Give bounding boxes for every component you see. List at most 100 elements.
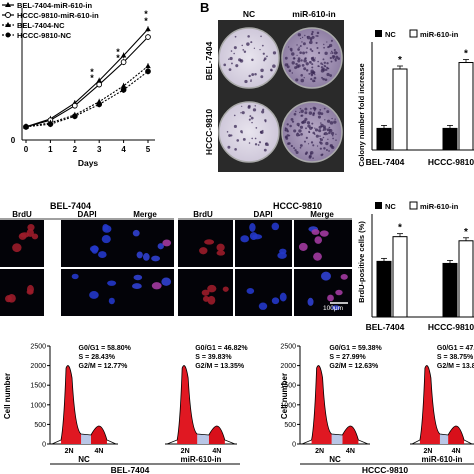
colony-dot <box>300 114 304 117</box>
cell-nucleus <box>151 255 161 262</box>
bar <box>442 127 458 151</box>
histogram-label: miR-610-in <box>422 455 463 464</box>
cell-nucleus <box>201 289 210 296</box>
significance-star: * <box>464 227 468 238</box>
colony-dot <box>323 61 327 64</box>
colony-dot <box>329 121 334 125</box>
colony-dot <box>286 65 290 69</box>
colony-dot <box>323 46 325 49</box>
colony-dot <box>260 68 264 73</box>
cell-nucleus <box>204 239 215 245</box>
y-tick-label: 500 <box>284 422 296 429</box>
colony-dot <box>304 34 306 37</box>
colony-dot <box>295 110 297 113</box>
colony-dot <box>296 65 300 69</box>
channel-label: Merge <box>310 210 334 219</box>
colony-dot <box>300 78 305 83</box>
x-tick-label: 4N <box>346 448 355 455</box>
colony-dot <box>300 74 303 77</box>
data-point <box>71 102 78 109</box>
colony-dot <box>308 42 311 44</box>
colony-dot <box>286 63 289 65</box>
colony-dot <box>307 143 310 145</box>
colony-dot <box>306 35 311 40</box>
colony-dot <box>304 111 308 115</box>
significance-star: * <box>90 67 94 77</box>
legend-item: BEL-7404-NC <box>17 21 65 30</box>
cell-nucleus <box>162 239 172 247</box>
colony-dot <box>310 141 314 144</box>
cell-nucleus <box>321 271 331 281</box>
colony-dot <box>322 58 325 61</box>
x-tick-label: 2 <box>73 145 78 154</box>
colony-dot <box>330 60 333 63</box>
colony-dot <box>243 50 247 53</box>
colony-dot <box>323 147 326 150</box>
colony-dot <box>299 45 302 47</box>
legend-item: BEL-7404-miR-610-in <box>17 1 92 10</box>
histogram-label: NC <box>78 455 90 464</box>
colony-dot <box>308 111 313 115</box>
colony-dot <box>250 41 253 44</box>
colony-dot <box>248 142 251 144</box>
colony-dot <box>300 59 303 62</box>
cell-nucleus <box>222 286 229 292</box>
colony-dot <box>233 124 237 129</box>
cell-nucleus <box>314 236 322 244</box>
colony-dot <box>320 112 324 116</box>
bar <box>392 236 408 318</box>
g0g1-peak <box>61 365 82 444</box>
colony-dot <box>313 133 316 135</box>
colony-dot <box>320 153 323 157</box>
cell-nucleus <box>27 223 35 231</box>
cell-cycle-stat: G0/G1 = 47. <box>437 345 474 352</box>
colony-dot <box>289 124 292 128</box>
y-axis-title: Colony number fold increase <box>357 63 366 166</box>
colony-dot <box>334 118 336 120</box>
legend-swatch <box>409 201 418 210</box>
significance-star: * <box>116 53 120 63</box>
legend-swatch <box>409 29 418 38</box>
colony-dot <box>321 68 324 71</box>
colony-dot <box>299 146 302 149</box>
cell-cycle-stat: S = 27.99% <box>329 354 366 361</box>
colony-dot <box>323 43 325 46</box>
colony-dot <box>284 127 287 130</box>
cell-nucleus <box>240 235 250 243</box>
colony-dot <box>297 125 300 127</box>
colony-dot <box>326 41 328 43</box>
cell-nucleus <box>12 243 22 253</box>
colony-dot <box>325 68 328 71</box>
data-point <box>96 77 102 83</box>
colony-dot <box>326 119 331 123</box>
x-tick-label: 2N <box>315 448 324 455</box>
group-title: BEL-7404 <box>50 201 92 211</box>
colony-dot <box>290 117 294 121</box>
colony-dot <box>309 61 311 63</box>
colony-dot <box>330 131 335 136</box>
colony-dot <box>300 132 303 136</box>
column-label: NC <box>243 9 255 19</box>
colony-dot <box>330 39 333 42</box>
colony-dot <box>306 121 311 125</box>
bar <box>376 260 392 318</box>
y-tick-label: 2500 <box>30 344 46 351</box>
cell-nucleus <box>340 274 348 280</box>
colony-dot <box>233 46 237 50</box>
legend-item: miR-610-in <box>420 30 459 39</box>
colony-dot <box>305 151 308 154</box>
colony-dot <box>317 65 320 68</box>
cell-nucleus <box>132 229 140 237</box>
cell-cycle-stat: G2/M = 13.8 <box>437 363 474 370</box>
channel-label: BrdU <box>193 210 213 219</box>
colony-dot <box>301 41 303 43</box>
colony-dot <box>310 32 314 36</box>
g2m-peak <box>448 426 465 444</box>
colony-plate-dish <box>281 101 343 163</box>
colony-dot <box>333 55 335 58</box>
colony-dot <box>303 67 307 71</box>
colony-dot <box>326 62 329 65</box>
colony-dot <box>310 78 313 81</box>
x-axis-title: Days <box>78 158 99 168</box>
colony-dot <box>297 132 299 134</box>
